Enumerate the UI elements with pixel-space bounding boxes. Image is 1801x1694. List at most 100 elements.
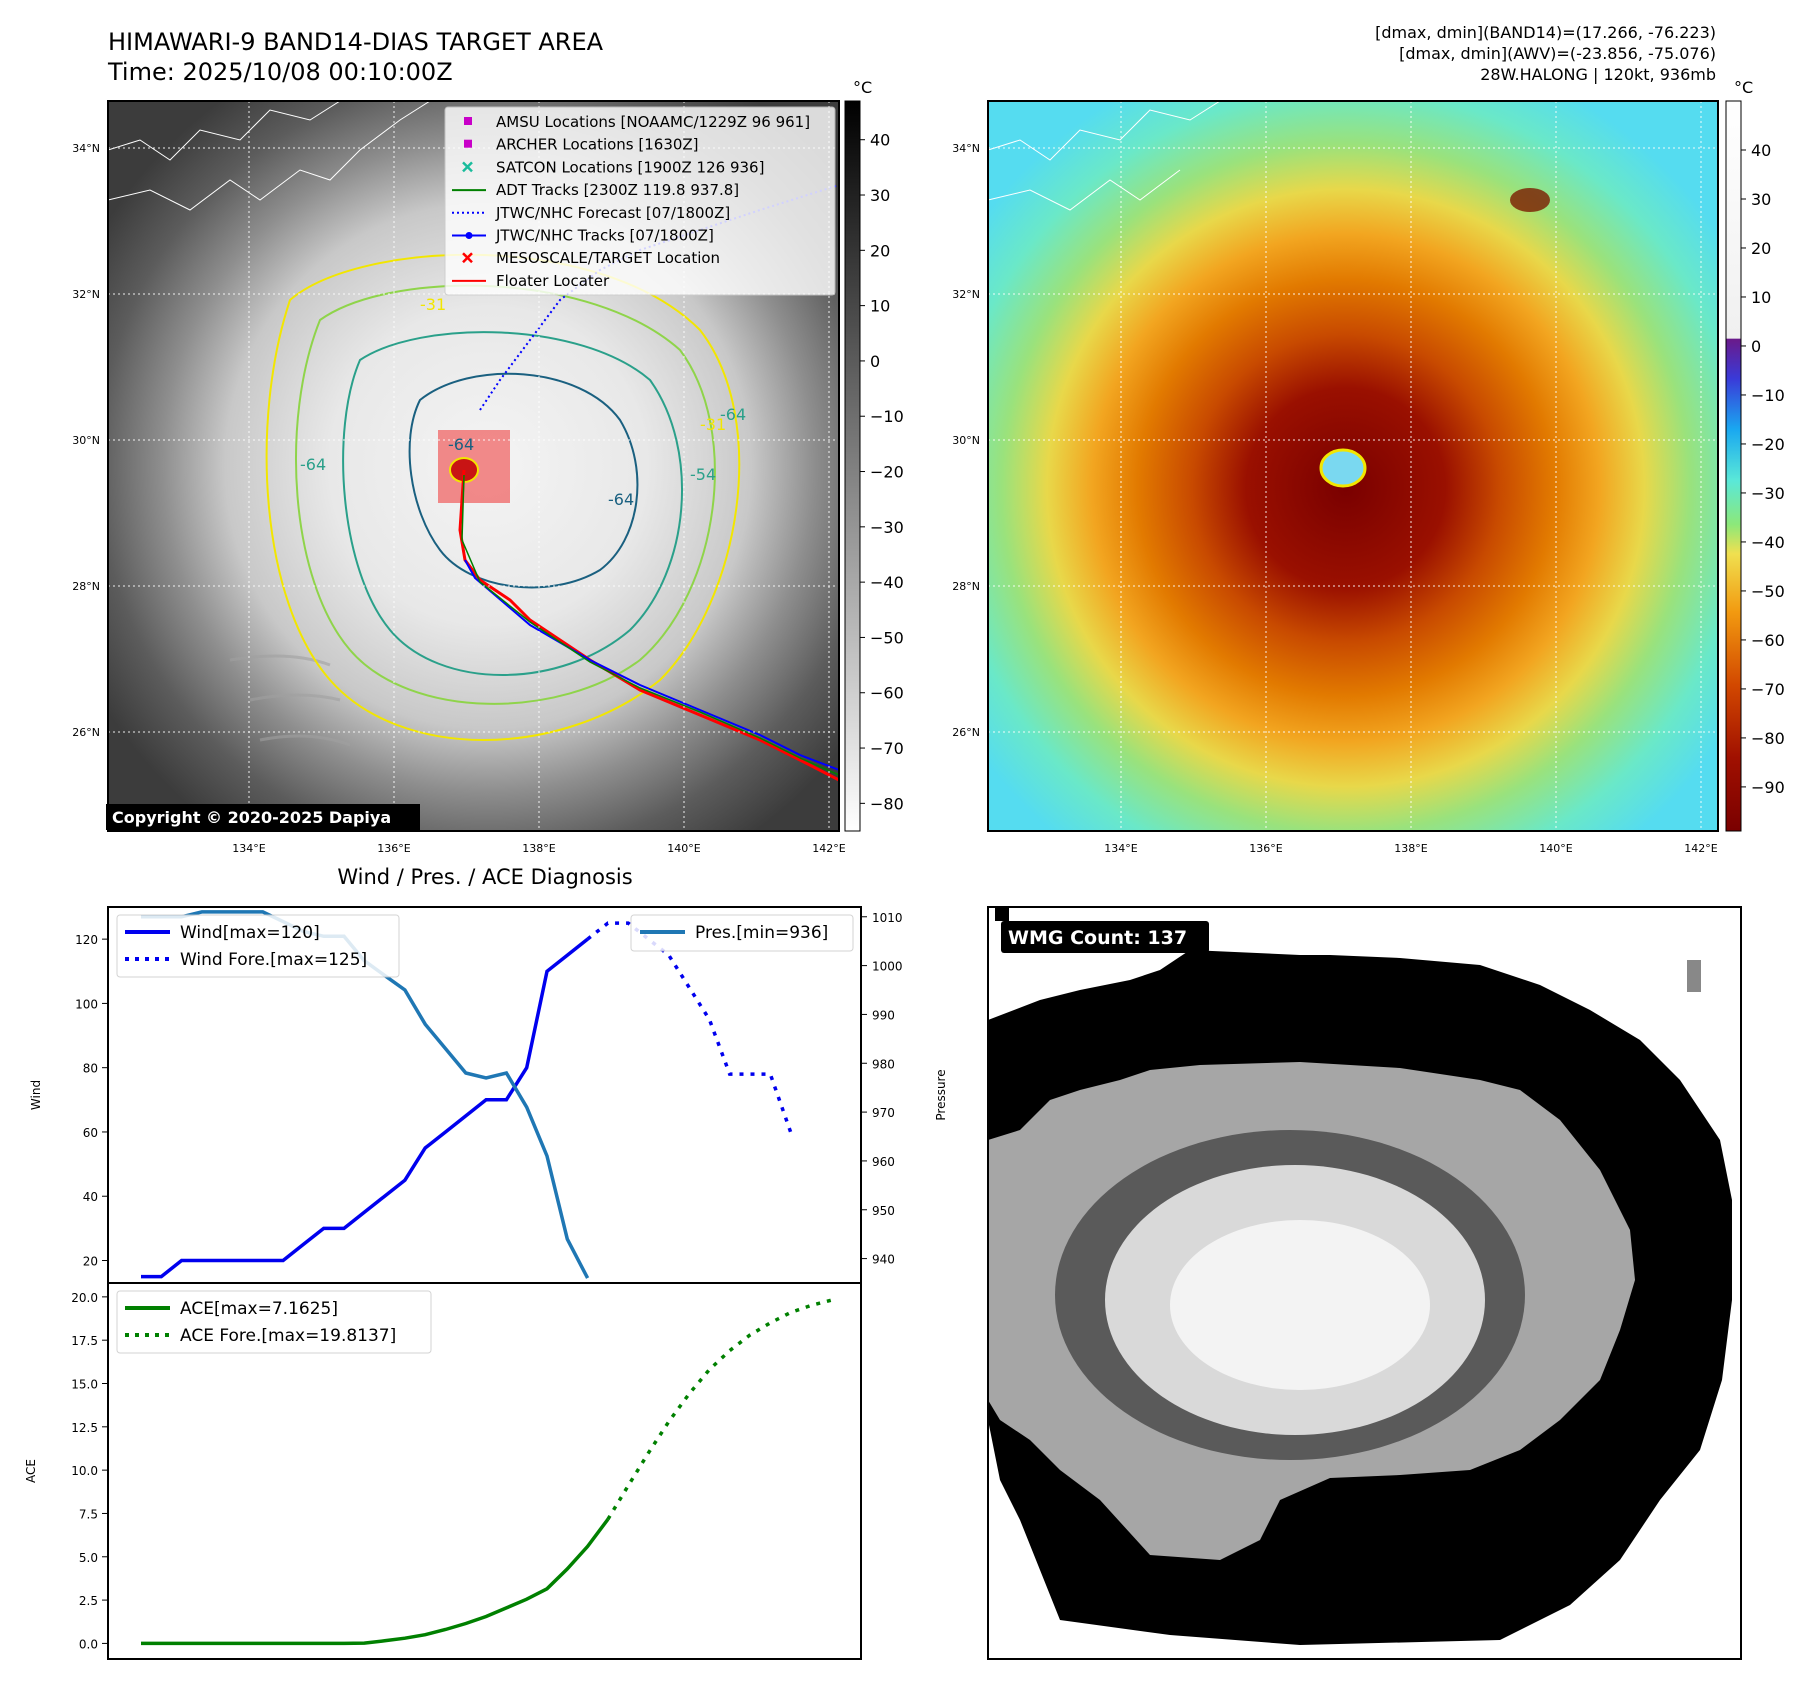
contour-teal [342,331,683,676]
legend-entry-label: AMSU Locations [NOAAMC/1229Z 96 961] [496,113,810,131]
wind-tick-label: 120 [75,933,98,947]
wind-forecast-line [586,921,793,1133]
colorbar-tick-label: −50 [870,628,904,647]
wind-tick-label: 20 [83,1255,98,1269]
colorbar-tick-label: −60 [870,684,904,703]
jtwc-track [464,559,839,771]
pressure-tick-label: 1000 [872,960,903,974]
legend-marker-square [464,139,472,148]
lat-tick-label: 32°N [72,288,100,301]
pressure-tick-label: 960 [872,1155,895,1169]
lon-tick-label: 136°E [377,842,410,855]
lon-tick-label: 140°E [667,842,700,855]
lon-tick-label: 140°E [1539,842,1572,855]
legend-marker-x [462,161,473,173]
lat-tick-label: 34°N [952,142,980,155]
colorbar-tick-label: 40 [1751,141,1771,160]
pres-legend-label: Pres.[min=936] [695,923,828,943]
ir-legend [444,106,836,296]
wind-fore-legend-label: Wind Fore.[max=125] [180,950,367,970]
lat-tick-label: 32°N [952,288,980,301]
floater-track [458,469,839,782]
ace-tick-label: 15.0 [71,1377,98,1391]
wind-tick-label: 100 [75,997,98,1011]
contour-label: -64 [608,490,634,509]
pressure-ylabel: Pressure [934,1069,948,1120]
lat-tick-label: 26°N [952,726,980,739]
contour-label: -31 [420,295,446,314]
ace-line [141,1518,610,1646]
colorbar-tick-label: 40 [870,131,890,150]
adt-track [461,474,839,776]
contour-label: -64 [720,405,746,424]
ace-legend [116,1290,432,1354]
band14-range: [dmax, dmin](BAND14)=(17.266, -76.223) [1375,23,1716,42]
wind-ylabel: Wind [29,1080,43,1110]
ace-tick-label: 5.0 [79,1551,98,1565]
ir-colorbar [844,100,861,832]
colorbar-tick-label: 20 [870,241,890,260]
contour-label: -64 [300,455,326,474]
lon-tick-label: 134°E [1104,842,1137,855]
legend-marker-x [462,252,473,264]
storm-info: 28W.HALONG | 120kt, 936mb [1480,65,1716,84]
ace-tick-label: 7.5 [79,1507,98,1521]
lon-tick-label: 136°E [1249,842,1282,855]
ir-map-panel: -64 -64 -31 -31 -64 -54 -64 AMSU Locatio… [106,100,840,832]
legend-entry-label: Floater Locater [496,272,610,290]
colorbar-tick-label: −80 [870,794,904,813]
colorbar-tick-label: 0 [870,352,880,371]
colorbar-tick-label: −40 [870,573,904,592]
awv-eye [1319,448,1367,488]
copyright-text: Copyright © 2020-2025 Dapiya [112,808,391,827]
colorbar-tick-label: −80 [1751,729,1785,748]
colorbar-tick-label: 30 [1751,190,1771,209]
map-tick-labels: 34°N 34°N 32°N 32°N 30°N 30°N 28°N 28°N 26°N 26°N… [72,142,1718,855]
ace-tick-label: 10.0 [71,1464,98,1478]
pressure-tick-label: 940 [872,1253,895,1267]
legend-entry-label: SATCON Locations [1900Z 126 936] [496,158,764,176]
wind-tick-label: 60 [83,1126,98,1140]
ir-colorbar-ticks: 40 30 20 10 0 −10 −20 −30 −40 −50 −60 −70 −80 [860,131,904,813]
pressure-tick-label: 990 [872,1008,895,1022]
colorbar-tick-label: −70 [870,739,904,758]
colorbar-tick-label: −60 [1751,631,1785,650]
ace-ylabel: ACE [24,1459,38,1483]
wmg-count-label: WMG Count: 137 [1008,927,1187,949]
legend-entry-label: ARCHER Locations [1630Z] [496,136,699,154]
lat-tick-label: 26°N [72,726,100,739]
wind-legend-label: Wind[max=120] [180,923,320,943]
lat-tick-label: 30°N [952,434,980,447]
wmg-count-box [1001,921,1209,953]
wind-line [141,937,589,1279]
colorbar-tick-label: −20 [870,463,904,482]
lon-tick-label: 138°E [1394,842,1427,855]
ir-legend-items: AMSU Locations [NOAAMC/1229Z 96 961] ARCH… [452,113,810,290]
colorbar-tick-label: −30 [1751,484,1785,503]
wind-tick-label: 80 [83,1062,98,1076]
lon-tick-label: 138°E [522,842,555,855]
awv-map-panel [987,100,1719,832]
legend-marker-dot [465,232,473,239]
lat-tick-label: 28°N [72,580,100,593]
lat-tick-label: 34°N [72,142,100,155]
diagnosis-title: Wind / Pres. / ACE Diagnosis [337,865,632,889]
ace-tick-label: 0.0 [79,1637,98,1651]
ace-forecast-line [606,1298,832,1521]
colorbar-tick-label: −50 [1751,582,1785,601]
pressure-tick-label: 970 [872,1106,895,1120]
contour-label: -31 [700,415,726,434]
legend-entry-label: JTWC/NHC Forecast [07/1800Z] [495,204,730,222]
ace-tick-label: 12.5 [71,1421,98,1435]
colorbar-tick-label: −40 [1751,533,1785,552]
colorbar-tick-label: −90 [1751,778,1785,797]
contour-label: -54 [690,465,716,484]
diagnosis-ticks: 20 40 60 80 100 120 940 950 960 970 980 990 1000 1010… [71,911,902,1652]
lon-tick-label: 142°E [1684,842,1717,855]
ir-colorbar-unit: °C [853,78,872,97]
wmg-eye [1170,1220,1430,1390]
ace-legend-label: ACE[max=7.1625] [180,1299,338,1319]
colorbar-tick-label: −20 [1751,435,1785,454]
lat-tick-label: 30°N [72,434,100,447]
